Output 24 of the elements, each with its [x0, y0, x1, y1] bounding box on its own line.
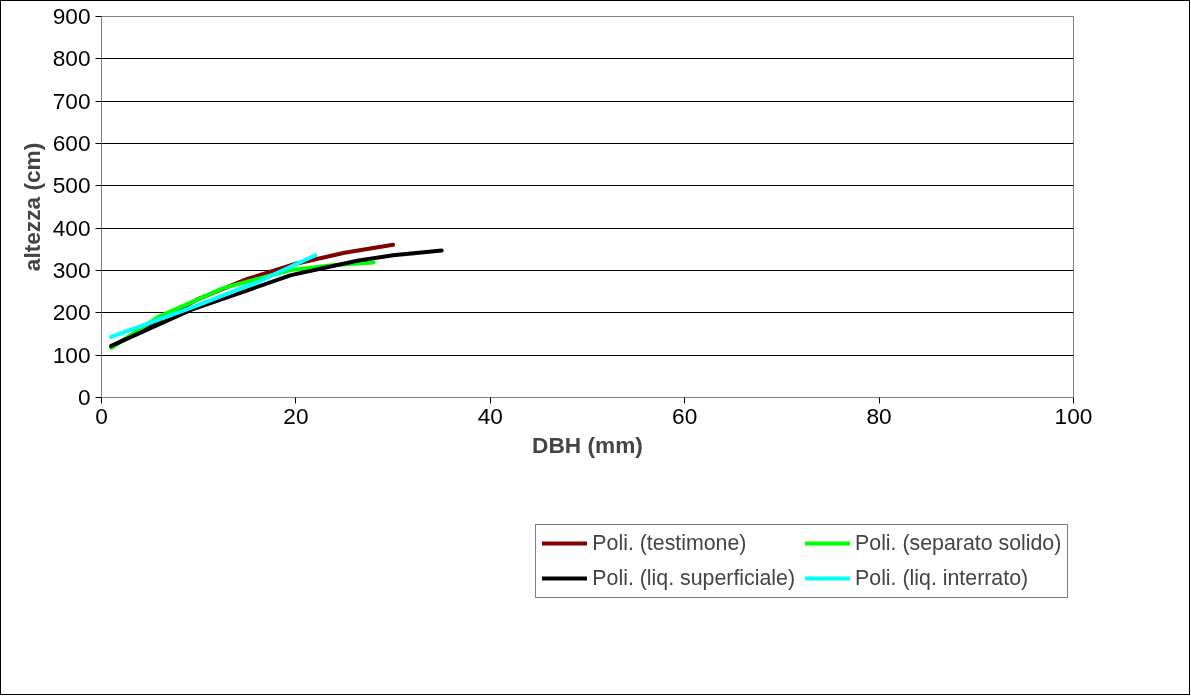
- x-tick-label: 60: [672, 402, 698, 429]
- y-tick-label: 200: [52, 299, 91, 326]
- x-tick-label: 100: [1054, 402, 1093, 429]
- legend-label: Poli. (liq. interrato): [855, 565, 1029, 591]
- legend-label: Poli. (testimone): [592, 530, 747, 556]
- y-tick-label: 400: [52, 214, 91, 241]
- y-tick-label: 700: [52, 87, 91, 114]
- line-series: [109, 248, 444, 348]
- x-tick-label: 80: [866, 402, 892, 429]
- y-tick-label: 300: [52, 257, 91, 283]
- y-tick-label: 0: [77, 384, 91, 410]
- line-series: [109, 253, 318, 339]
- y-tick-label: 900: [52, 3, 91, 29]
- y-tick-label: 800: [52, 45, 91, 72]
- y-tick-label: 100: [52, 341, 91, 368]
- y-axis-title: altezza (cm): [18, 142, 45, 272]
- y-tick-label: 500: [52, 172, 91, 199]
- x-tick-label: 20: [283, 402, 309, 429]
- x-tick-label: 40: [477, 402, 503, 429]
- y-tick-label: 600: [52, 130, 91, 156]
- legend-label: Poli. (separato solido): [855, 530, 1062, 556]
- x-tick-label: 0: [95, 402, 108, 429]
- legend-label: Poli. (liq. superficiale): [592, 565, 796, 591]
- x-axis-title: DBH (mm): [532, 431, 643, 458]
